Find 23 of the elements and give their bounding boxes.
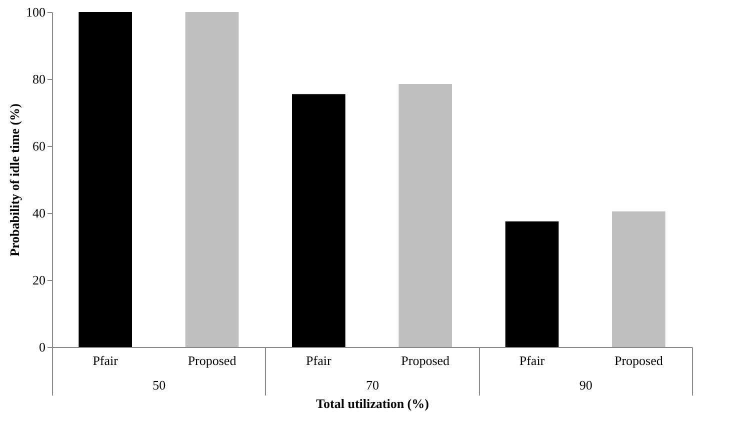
text: Pfair	[519, 353, 545, 368]
text: Proposed	[614, 353, 663, 368]
text: Pfair	[306, 353, 332, 368]
y-tick-label: 20	[32, 272, 46, 288]
bar	[78, 12, 132, 347]
text: Proposed	[401, 353, 450, 368]
series-label: Proposed	[188, 353, 237, 368]
series-label: Pfair	[92, 353, 119, 368]
x-axis-title: Total utilization (%)	[316, 396, 429, 411]
y-tick-label: 40	[32, 206, 46, 220]
bar	[292, 94, 346, 347]
bar	[398, 84, 452, 347]
bar	[505, 221, 559, 347]
bar	[185, 12, 239, 347]
y-axis-title: Probability of idle time (%)	[7, 104, 22, 256]
x-tick-label: 70	[366, 378, 379, 392]
y-tick-label: 60	[32, 138, 46, 154]
x-tick-label: 90	[579, 378, 592, 392]
x-tick-label: 50	[152, 378, 166, 392]
y-tick-label: 100	[26, 4, 46, 20]
bar	[612, 211, 666, 347]
y-tick-label: 0	[39, 340, 46, 354]
y-tick-label: 80	[32, 72, 46, 86]
